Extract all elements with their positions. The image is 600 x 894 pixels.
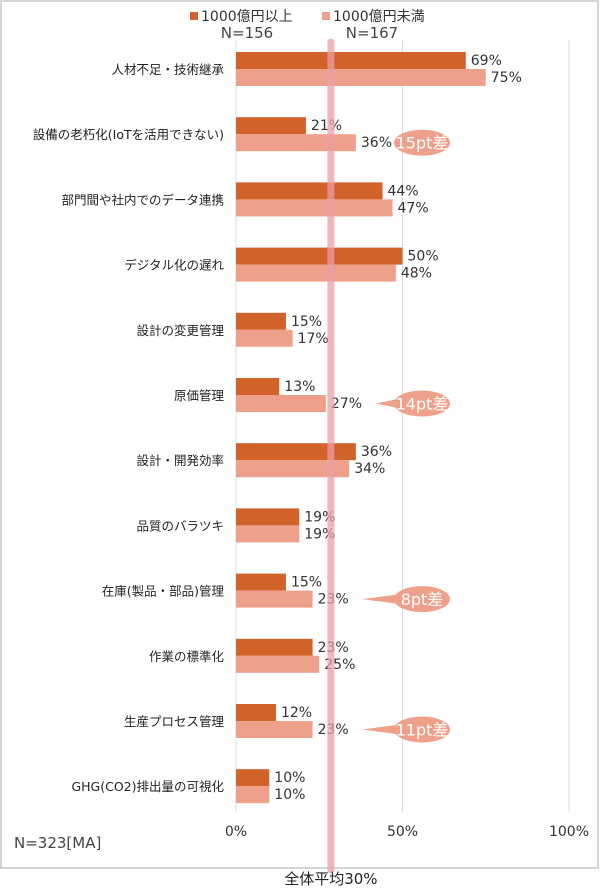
bar: [236, 638, 313, 656]
average-label: 全体平均30%: [284, 870, 377, 888]
callout-text: 8pt差: [401, 590, 444, 609]
data-label: 36%: [361, 444, 392, 460]
category-label: 原価管理: [174, 388, 225, 403]
data-label: 75%: [491, 70, 522, 86]
callout-pointer: [362, 724, 400, 735]
callout-bubble: [394, 586, 450, 613]
legend-swatch: [190, 12, 198, 20]
bar: [236, 721, 313, 738]
callout-text: 15pt差: [396, 134, 449, 153]
callout-text: 14pt差: [396, 395, 449, 414]
bar: [236, 134, 356, 152]
category-label: デジタル化の遅れ: [124, 258, 224, 273]
callout-text: 11pt差: [396, 721, 449, 740]
bar: [236, 508, 300, 526]
bar: [236, 704, 276, 721]
legend-n-label: N=156: [221, 24, 273, 42]
category-label: 設計の変更管理: [136, 323, 224, 338]
bar: [236, 264, 396, 282]
category-label: 品質のバラツキ: [136, 518, 224, 533]
data-label: 48%: [401, 266, 432, 282]
category-label: 部門間や社内でのデータ連携: [61, 192, 224, 207]
category-label: GHG(CO2)排出量の可視化: [71, 779, 224, 794]
bar: [236, 117, 306, 135]
sample-note: N=323[MA]: [14, 834, 101, 852]
callout-pointer: [375, 398, 400, 409]
bar: [236, 247, 403, 265]
x-tick-label: 100%: [549, 824, 589, 840]
category-label: 作業の標準化: [149, 649, 225, 664]
bar: [236, 655, 320, 673]
data-label: 27%: [331, 396, 362, 412]
data-label: 69%: [471, 53, 502, 69]
category-label: 設計・開発効率: [136, 453, 224, 468]
category-label: 在庫(製品・部品)管理: [102, 584, 225, 599]
bar: [236, 395, 326, 412]
legend-label: 1000億円以上: [201, 9, 293, 25]
category-label: 設備の老朽化(IoTを活用できない): [33, 127, 224, 142]
data-label: 13%: [284, 379, 315, 395]
legend-label: 1000億円未満: [333, 9, 425, 25]
data-label: 21%: [311, 118, 342, 134]
x-tick-label: 50%: [387, 824, 418, 840]
bar: [236, 525, 300, 543]
bar: [236, 769, 270, 787]
data-label: 50%: [408, 249, 439, 265]
category-label: 人材不足・技術継承: [111, 62, 224, 77]
category-label: 生産プロセス管理: [124, 714, 225, 729]
data-label: 44%: [388, 183, 419, 199]
data-label: 47%: [398, 200, 429, 216]
legend-swatch: [322, 12, 330, 20]
bar: [236, 786, 270, 804]
data-label: 10%: [274, 787, 305, 803]
bar: [236, 329, 293, 347]
bar: [236, 378, 280, 395]
bar: [236, 182, 383, 200]
bar: [236, 590, 313, 608]
data-label: 36%: [361, 135, 392, 151]
chart-border: [0, 0, 599, 869]
data-label: 12%: [281, 705, 312, 721]
data-label: 15%: [291, 575, 322, 591]
bar: [236, 69, 486, 86]
bar: [236, 52, 466, 69]
callout-bubble: [394, 129, 450, 156]
callout-bubble: [394, 716, 450, 743]
data-label: 15%: [291, 314, 322, 330]
bar: [236, 199, 393, 217]
x-tick-label: 0%: [225, 824, 247, 840]
data-label: 10%: [274, 770, 305, 786]
bar: [236, 443, 356, 461]
bar: [236, 312, 286, 330]
bar: [236, 573, 286, 591]
data-label: 34%: [354, 461, 385, 477]
bar: [236, 460, 350, 478]
callout-bubble: [394, 390, 450, 417]
legend-n-label: N=167: [346, 24, 398, 42]
callout-pointer: [362, 594, 400, 605]
data-label: 17%: [298, 331, 329, 347]
